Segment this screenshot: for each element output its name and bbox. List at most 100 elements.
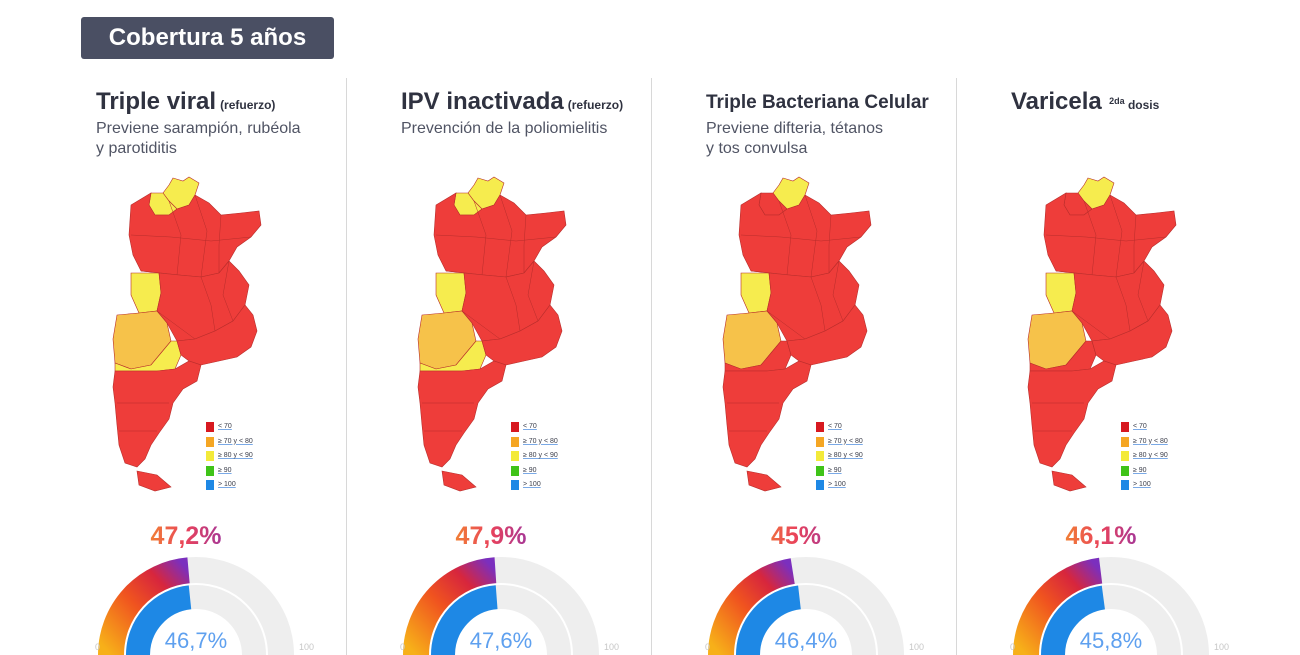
province-san-juan — [130, 272, 162, 314]
province-tierra — [441, 470, 477, 492]
gauge-inner-value-arc — [126, 585, 192, 655]
legend-swatch — [511, 451, 519, 461]
province-border — [1083, 200, 1097, 276]
province-patagonia — [1027, 360, 1117, 468]
province-border — [740, 234, 862, 242]
province-border — [1055, 270, 1075, 274]
gauge-max-label: 100 — [299, 642, 315, 652]
vaccine-title-note: 2da dosis — [1106, 96, 1160, 112]
province-border — [804, 194, 818, 278]
province-border — [505, 276, 521, 332]
province-border — [218, 214, 222, 273]
coverage-value: 47,9% — [431, 522, 551, 551]
vaccine-title-text: Triple viral — [96, 88, 217, 115]
gauge-inner-value: 47,6% — [469, 628, 533, 653]
province-border — [1071, 310, 1111, 340]
legend-swatch — [1121, 451, 1129, 461]
page-title: Cobertura 5 años — [81, 17, 334, 59]
gauge-outer-value-arc — [403, 557, 497, 655]
gauge-inner-value: 46,4% — [774, 628, 838, 653]
argentina-map-svg — [417, 176, 567, 492]
column-divider — [651, 78, 652, 655]
coverage-gauge — [403, 557, 599, 655]
vaccine-title-note: (refuerzo) — [220, 98, 276, 112]
province-san-juan — [740, 272, 772, 314]
legend-label: ≥ 70 y < 80 — [828, 437, 863, 445]
province-buenos-aires — [1091, 304, 1173, 366]
argentina-map-svg — [112, 176, 262, 492]
province-border — [1137, 260, 1149, 322]
gauge-inner-value: 46,7% — [164, 628, 228, 653]
province-border — [1045, 234, 1167, 242]
legend-swatch — [816, 465, 824, 476]
legend-label: ≥ 80 y < 90 — [828, 452, 863, 459]
province-border — [499, 194, 513, 278]
vaccine-title: Triple viral (refuerzo) — [96, 88, 275, 116]
province-border — [1109, 194, 1123, 278]
vaccine-title-note: (refuerzo) — [567, 98, 624, 112]
gauge-inner-value-arc — [431, 585, 499, 655]
vaccine-panel-varicela: Varicela 2da dosis < 70 ≥ 70 y < 80 ≥ 80 y… — [996, 0, 1300, 655]
province-border — [435, 234, 557, 242]
gauge-min-label: 0 — [400, 642, 406, 652]
legend-swatch — [511, 465, 519, 476]
legend-label: > 100 — [218, 481, 236, 488]
coverage-value: 46,1% — [1041, 522, 1161, 551]
vaccine-panel-triple-bacteriana: Triple Bacteriana Celular Previene difte… — [691, 0, 996, 655]
province-border — [527, 260, 539, 322]
gauge-max-label: 100 — [909, 642, 925, 652]
vaccine-title-text: Triple Bacteriana Celular — [706, 92, 929, 113]
vaccine-description: Previene sarampión, rubéola y parotiditi… — [96, 119, 336, 159]
argentina-map-svg — [722, 176, 872, 492]
dose-label: dosis — [1127, 98, 1160, 112]
vaccine-description-line: y parotiditis — [96, 140, 177, 157]
province-border — [130, 234, 252, 242]
province-border — [473, 200, 487, 276]
argentina-map — [711, 175, 891, 495]
vaccine-panel-ipv: IPV inactivada (refuerzo) Prevención de l… — [386, 0, 691, 655]
column-divider — [346, 78, 347, 655]
province-san-juan — [1045, 272, 1077, 314]
province-tierra — [1051, 470, 1087, 492]
coverage-value: 47,2% — [126, 522, 246, 551]
province-tierra — [746, 470, 782, 492]
legend-label: > 100 — [523, 481, 541, 488]
legend-swatch — [206, 465, 214, 476]
vaccine-title-text: IPV inactivada — [401, 88, 564, 115]
legend-label: ≥ 80 y < 90 — [218, 452, 253, 459]
vaccine-title: Varicela 2da dosis — [1011, 88, 1159, 116]
province-border — [778, 200, 792, 276]
province-san-juan — [435, 272, 467, 314]
province-border — [832, 260, 844, 322]
coverage-gauge — [98, 557, 294, 655]
vaccine-title: IPV inactivada (refuerzo) — [401, 88, 623, 116]
legend-swatch — [206, 422, 214, 432]
gauge-max-label: 100 — [604, 642, 620, 652]
legend-swatch — [206, 480, 214, 490]
legend-label: < 70 — [218, 423, 232, 430]
province-north — [433, 192, 567, 278]
argentina-map — [101, 175, 281, 495]
legend-swatch — [1121, 436, 1129, 447]
legend-swatch — [816, 451, 824, 461]
province-north — [1043, 192, 1177, 278]
coverage-value: 45% — [736, 522, 856, 551]
vaccine-description: Previene difteria, tétanos y tos convuls… — [706, 119, 946, 159]
dose-ordinal: 2da — [1109, 96, 1125, 106]
legend-label: ≥ 70 y < 80 — [1133, 437, 1168, 445]
province-border — [222, 260, 234, 322]
legend-swatch — [511, 436, 519, 447]
legend-label: ≥ 80 y < 90 — [523, 452, 558, 459]
legend-swatch — [206, 436, 214, 447]
province-border — [156, 310, 196, 340]
province-border — [750, 270, 770, 274]
legend-label: ≥ 80 y < 90 — [1133, 452, 1168, 459]
province-north — [738, 192, 872, 278]
province-patagonia — [112, 360, 202, 468]
argentina-map — [1016, 175, 1196, 495]
legend-swatch — [1121, 422, 1129, 432]
vaccine-panel-triple-viral: Triple viral (refuerzo) Previene sarampió… — [81, 0, 386, 655]
province-border — [1115, 276, 1131, 332]
province-border — [168, 200, 182, 276]
vaccine-title: Triple Bacteriana Celular — [706, 92, 929, 114]
